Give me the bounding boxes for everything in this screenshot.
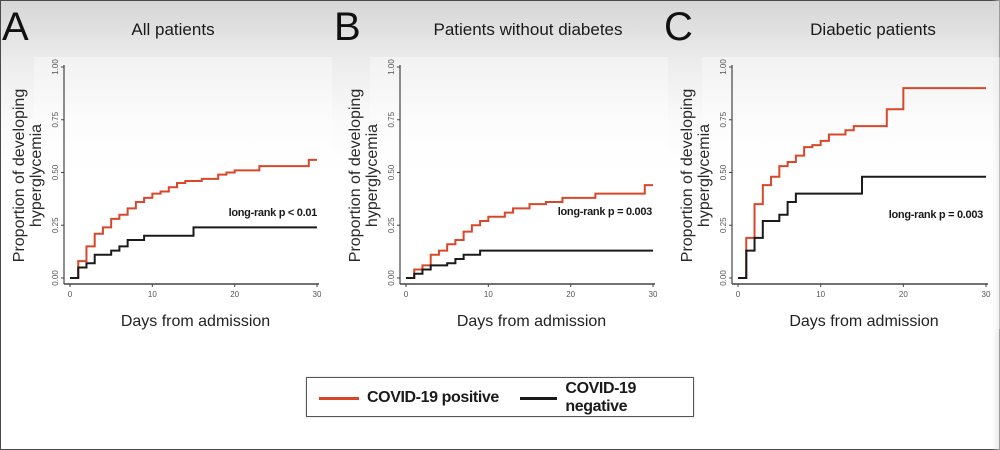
y-tick-label: 0.25 [719, 217, 728, 233]
panel-title: All patients [131, 20, 214, 39]
y-axis-label-line1: Proportion of developing [679, 89, 696, 262]
series-covid-positive-line [406, 184, 653, 279]
legend-swatch-negative [520, 396, 558, 400]
legend-item-negative: COVID-19 negative [520, 378, 693, 418]
panel-b: B Patients without diabetes 0.00 0.25 0.50 0.… [334, 5, 668, 330]
x-tick-label: 30 [982, 290, 991, 299]
panel-c: C Diabetic patients 0.00 0.25 0.50 0.75 1.00 0 1… [664, 5, 1000, 330]
y-tick-label: 0.25 [51, 217, 60, 233]
y-tick-label: 0.25 [387, 217, 396, 233]
y-axis-label-line1: Proportion of developing [347, 89, 364, 262]
y-tick-label: 0.00 [387, 270, 396, 286]
panel-letter: A [2, 5, 29, 49]
x-tick-label: 30 [313, 290, 322, 299]
y-axis-label: Proportion of developinghyperglycemia [11, 89, 45, 262]
y-tick-label: 0.00 [719, 270, 728, 286]
series-covid-negative-line [70, 226, 317, 279]
y-tick-label: 1.00 [387, 59, 396, 75]
legend: COVID-19 positive COVID-19 negative [306, 377, 694, 417]
y-axis-label-line2: hyperglycemia [28, 124, 45, 227]
y-tick-label: 0.75 [51, 111, 60, 127]
legend-swatch-positive [319, 396, 359, 400]
x-tick-label: 30 [649, 290, 658, 299]
legend-item-positive: COVID-19 positive [319, 378, 499, 418]
x-tick-label: 20 [230, 290, 239, 299]
x-tick-label: 10 [816, 290, 825, 299]
y-axis-label-line2: hyperglycemia [696, 124, 713, 227]
y-axis-label-line2: hyperglycemia [364, 124, 381, 227]
panel-letter: C [664, 5, 693, 49]
p-value-annotation: long-rank p < 0.01 [229, 207, 318, 219]
x-tick-label: 10 [148, 290, 157, 299]
x-tick-label: 0 [404, 290, 409, 299]
panel-title: Patients without diabetes [433, 20, 622, 39]
y-tick-label: 0.75 [387, 111, 396, 127]
panel-letter: B [334, 5, 361, 49]
p-value-annotation: long-rank p = 0.003 [889, 209, 983, 221]
y-tick-label: 1.00 [719, 59, 728, 75]
y-axis-label-line1: Proportion of developing [11, 89, 28, 262]
y-tick-label: 0.75 [719, 111, 728, 127]
y-tick-label: 0.50 [387, 164, 396, 180]
series-covid-negative-line [738, 175, 986, 279]
y-axis-label: Proportion of developinghyperglycemia [679, 89, 713, 262]
edge-shading [992, 0, 1000, 450]
panel-a: A All patients 0.00 0.25 0.50 0.75 1.00 0 10 20 30… [2, 5, 332, 330]
x-tick-label: 20 [899, 290, 908, 299]
series-covid-negative-line [406, 249, 653, 279]
plot-area [34, 57, 332, 329]
y-tick-label: 1.00 [51, 59, 60, 75]
series-covid-positive-line [738, 87, 986, 279]
x-tick-label: 0 [736, 290, 741, 299]
y-tick-label: 0.50 [719, 164, 728, 180]
y-axis-label: Proportion of developinghyperglycemia [347, 89, 381, 262]
p-value-annotation: long-rank p = 0.003 [558, 206, 652, 218]
legend-label-negative: COVID-19 negative [565, 380, 637, 415]
panel-title: Diabetic patients [810, 20, 936, 39]
y-tick-label: 0.50 [51, 164, 60, 180]
x-axis-label: Days from admission [789, 313, 938, 330]
legend-label-positive: COVID-19 positive [367, 389, 499, 406]
series-covid-positive-line [70, 158, 317, 279]
y-tick-label: 0.00 [51, 270, 60, 286]
x-tick-label: 10 [484, 290, 493, 299]
x-axis-label: Days from admission [457, 313, 606, 330]
x-tick-label: 20 [566, 290, 575, 299]
x-tick-label: 0 [68, 290, 73, 299]
x-axis-label: Days from admission [121, 313, 270, 330]
